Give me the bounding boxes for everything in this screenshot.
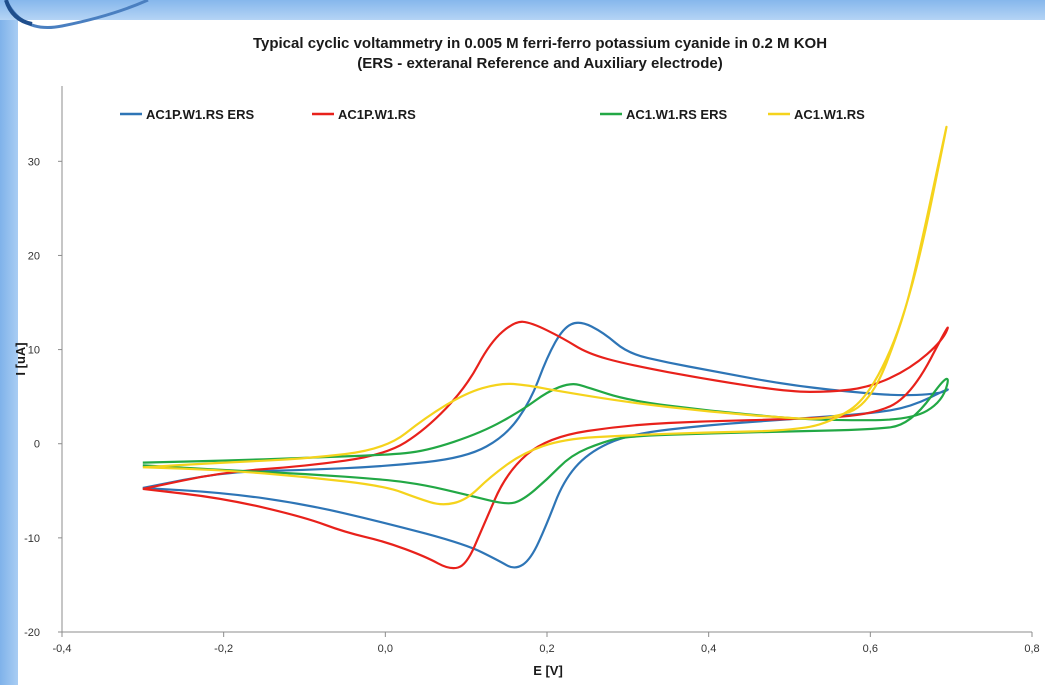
y-axis-ticks: -20 -10 0 10 20 30 (24, 156, 62, 639)
series-line-3 (142, 377, 949, 505)
y-tick-label: 10 (28, 345, 40, 357)
x-tick-label: 0,2 (539, 643, 554, 655)
legend-label-4: AC1.W1.RS (794, 107, 865, 122)
x-axis-title: E [V] (533, 663, 563, 678)
y-tick-label: -10 (24, 533, 40, 545)
x-axis-ticks: -0,4 -0,2 0,0 0,2 0,4 0,6 0,8 (53, 632, 1040, 655)
plot-area: -20 -10 0 10 20 30 -0,4 -0,2 0,0 0,2 0,4 0,6 0,8 (24, 86, 1040, 655)
series-line-4 (142, 125, 948, 506)
x-tick-label: 0,0 (378, 643, 393, 655)
chart-subtitle: (ERS - exteranal Reference and Auxiliary… (357, 55, 722, 72)
x-tick-label: 0,8 (1024, 643, 1039, 655)
x-tick-label: 0,6 (863, 643, 878, 655)
y-tick-label: 30 (28, 156, 40, 168)
legend-label-3: AC1.W1.RS ERS (626, 107, 727, 122)
legend-label-2: AC1P.W1.RS (338, 107, 416, 122)
x-tick-label: 0,4 (701, 643, 716, 655)
x-tick-label: -0,2 (214, 643, 233, 655)
y-tick-label: 0 (34, 439, 40, 451)
y-tick-label: -20 (24, 627, 40, 639)
legend-label-1: AC1P.W1.RS ERS (146, 107, 254, 122)
chart-legend: AC1P.W1.RS ERS AC1P.W1.RS AC1.W1.RS ERS AC1… (120, 107, 865, 122)
y-tick-label: 20 (28, 250, 40, 262)
series-line-1 (142, 321, 949, 569)
y-axis-title: I [uA] (13, 342, 28, 375)
chart-title: Typical cyclic voltammetry in 0.005 M fe… (253, 35, 827, 52)
series-layer (142, 125, 949, 570)
x-tick-label: -0,4 (53, 643, 72, 655)
slide-frame-left (0, 0, 18, 685)
series-line-2 (142, 320, 949, 570)
decorative-arc (4, 0, 149, 29)
slide-frame-top (0, 0, 1045, 20)
